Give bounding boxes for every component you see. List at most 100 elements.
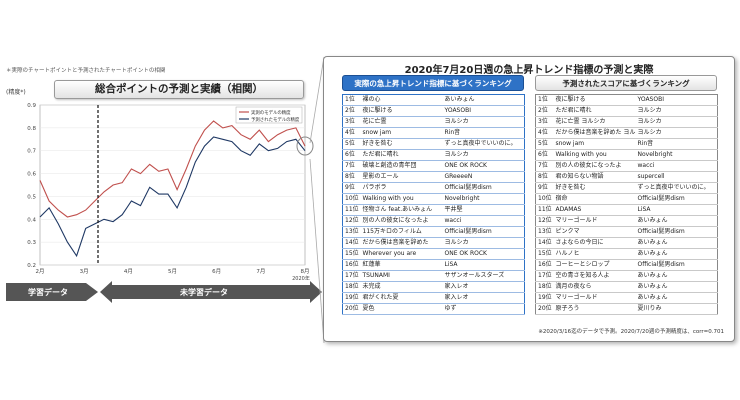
table-row: 12位 マリーゴールド あいみょん	[535, 215, 718, 227]
rank-cell: 14位	[342, 237, 361, 249]
song-cell: 原子ろう	[553, 303, 636, 315]
song-cell: ADAMAS	[553, 204, 636, 216]
x-end-label: 2020年	[292, 275, 310, 280]
song-cell: だから僕は音楽を辞めた ヨルシカ	[553, 127, 636, 139]
predicted-ranking-header: 予測されたスコアに基づくランキング	[535, 75, 717, 91]
artist-cell: ずっと真夜中でいいのに。	[442, 138, 525, 150]
artist-cell: 平井堅	[442, 204, 525, 216]
rank-cell: 10位	[535, 193, 554, 205]
song-cell: マリーゴールド	[553, 215, 636, 227]
artist-cell: ヨルシカ	[442, 149, 525, 161]
rank-cell: 7位	[535, 160, 554, 172]
table-row: 17位 空の青さを知る人よ あいみょん	[535, 270, 718, 282]
table-row: 16位 紅蓮華 LiSA	[342, 259, 525, 271]
table-row: 5位 好きを咎む ずっと真夜中でいいのに。	[342, 138, 525, 150]
artist-cell: あいみょん	[635, 292, 718, 304]
table-row: 20位 夏色 ゆず	[342, 303, 525, 315]
table-row: 6位 ただ君に晴れ ヨルシカ	[342, 149, 525, 161]
table-row: 14位 さよならの今日に あいみょん	[535, 237, 718, 249]
song-cell: 満月の夜なら	[553, 281, 636, 293]
artist-cell: ゆず	[442, 303, 525, 315]
song-cell: 花に亡霊	[360, 116, 443, 128]
rank-cell: 3位	[535, 116, 554, 128]
rank-cell: 12位	[342, 215, 361, 227]
song-cell: 裸の心	[360, 94, 443, 106]
artist-cell: Rin音	[635, 138, 718, 150]
rank-cell: 2位	[342, 105, 361, 117]
artist-cell: ずっと真夜中でいいのに。	[635, 182, 718, 194]
artist-cell: ヨルシカ	[442, 116, 525, 128]
artist-cell: wacci	[635, 160, 718, 172]
artist-cell: ヨルシカ	[635, 105, 718, 117]
artist-cell: ヨルシカ	[635, 116, 718, 128]
song-cell: 夜に駆ける	[553, 94, 636, 106]
table-row: 9位 パラボラ Official髭男dism	[342, 182, 525, 194]
rank-cell: 5位	[535, 138, 554, 150]
table-row: 1位 夜に駆ける YOASOBI	[535, 94, 718, 106]
rank-cell: 17位	[535, 270, 554, 282]
actual-ranking-header: 実際の急上昇トレンド指標に基づくランキング	[342, 75, 524, 91]
x-tick-label: 3月	[80, 268, 89, 275]
artist-cell: ONE OK ROCK	[442, 248, 525, 260]
song-cell: 115万キロのフィルム	[360, 226, 443, 238]
x-tick-label: 5月	[168, 268, 177, 275]
y-tick-label: 0.5	[27, 194, 36, 200]
artist-cell: あいみょん	[635, 215, 718, 227]
table-row: 13位 115万キロのフィルム Official髭男dism	[342, 226, 525, 238]
artist-cell: Novelbright	[635, 149, 718, 161]
artist-cell: LiSA	[635, 204, 718, 216]
artist-cell: Official髭男dism	[635, 259, 718, 271]
artist-cell: あいみょん	[635, 237, 718, 249]
table-row: 3位 花に亡霊 ヨルシカ	[342, 116, 525, 128]
phase-learned-arrow	[6, 283, 98, 301]
artist-cell: サザンオールスターズ	[442, 270, 525, 282]
table-row: 16位 コーヒーとシロップ Official髭男dism	[535, 259, 718, 271]
rank-cell: 16位	[342, 259, 361, 271]
connector-lines	[309, 56, 325, 344]
table-row: 15位 Wherever you are ONE OK ROCK	[342, 248, 525, 260]
legend-entry: 予測されたモデルの精度	[251, 116, 300, 123]
x-tick-label: 7月	[256, 268, 265, 275]
table-row: 13位 ピンクマ Official髭男dism	[535, 226, 718, 238]
song-cell: ただ君に晴れ	[553, 105, 636, 117]
table-row: 18位 満月の夜なら あいみょん	[535, 281, 718, 293]
song-cell: 花に亡霊 ヨルシカ	[553, 116, 636, 128]
phase-unlearned-arrow	[100, 281, 322, 303]
y-tick-label: 0.7	[27, 149, 36, 155]
table-row: 8位 君の知らない物語 supercell	[535, 171, 718, 183]
rank-cell: 18位	[535, 281, 554, 293]
table-row: 8位 星影のエール GReeeeN	[342, 171, 525, 183]
rank-cell: 2位	[535, 105, 554, 117]
song-cell: 破壊と創造の青年団	[360, 160, 443, 172]
x-tick-label: 8月	[301, 268, 310, 275]
song-cell: 夏色	[360, 303, 443, 315]
song-cell: 未完成	[360, 281, 443, 293]
song-cell: だから僕は音楽を辞めた	[360, 237, 443, 249]
song-cell: 怪物さん feat.あいみょん	[360, 204, 443, 216]
rank-cell: 15位	[535, 248, 554, 260]
ranking-panel: 2020年7月20日週の急上昇トレンド指標の予測と実際 実際の急上昇トレンド指標…	[323, 56, 735, 342]
y-tick-label: 0.3	[27, 240, 36, 246]
song-cell: ハルノヒ	[553, 248, 636, 260]
song-cell: 別の人の彼女になったよ	[360, 215, 443, 227]
artist-cell: wacci	[442, 215, 525, 227]
artist-cell: 家入レオ	[442, 281, 525, 293]
plot-frame	[39, 104, 306, 266]
song-cell: 夜に駆ける	[360, 105, 443, 117]
phase-unlearned-label: 未学習データ	[180, 288, 228, 297]
song-cell: 宿命	[553, 193, 636, 205]
table-row: 18位 未完成 家入レオ	[342, 281, 525, 293]
rank-cell: 17位	[342, 270, 361, 282]
song-cell: 君がくれた夏	[360, 292, 443, 304]
correlation-line-chart: 0.9 0.8 0.7 0.6 0.5 0.4 0.3 0.2 2月 3月 4月 5月 6月 7月 8月2…	[27, 103, 314, 280]
song-cell: 君の知らない物語	[553, 171, 636, 183]
song-cell: Wherever you are	[360, 248, 443, 260]
artist-cell: Official髭男dism	[442, 226, 525, 238]
rank-cell: 6位	[535, 149, 554, 161]
rank-cell: 4位	[535, 127, 554, 139]
y-tick-labels: 0.9 0.8 0.7 0.6 0.5 0.4 0.3 0.2	[27, 103, 36, 269]
song-cell: 好きを咎む	[553, 182, 636, 194]
actual-series-line	[39, 120, 306, 218]
